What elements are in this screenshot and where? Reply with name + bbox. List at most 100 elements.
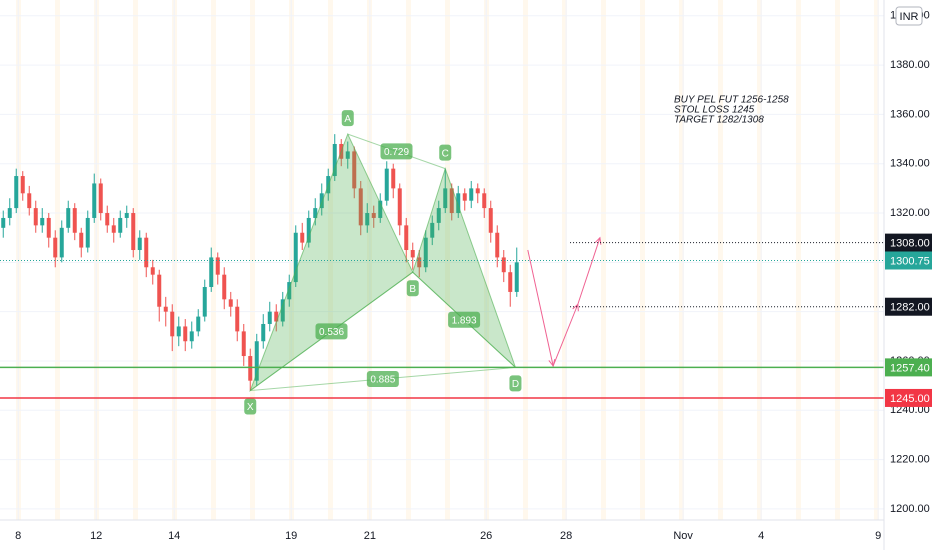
candle-body [215, 257, 220, 275]
candle-body [157, 274, 162, 307]
candle-body [293, 232, 298, 283]
candle-body [235, 306, 240, 332]
candle-body [111, 225, 116, 233]
candle-body [306, 217, 311, 243]
y-tick-label: 1320.00 [890, 207, 930, 219]
ratio-label: 0.729 [384, 147, 409, 158]
y-tick-label: 1220.00 [890, 453, 930, 465]
candle-body [66, 208, 71, 228]
candle-body [261, 323, 266, 342]
candle-body [313, 208, 318, 218]
candle-body [430, 222, 435, 238]
price-label: 1300.75 [890, 255, 930, 267]
candle-body [27, 193, 32, 209]
candle-body [501, 257, 506, 273]
candle-body [163, 306, 168, 312]
candle-body [144, 237, 149, 268]
candle-body [404, 225, 409, 251]
candle-body [514, 262, 519, 292]
ratio-badge [315, 323, 348, 340]
candle-body [228, 299, 233, 307]
overlays: 0.536 0.729 1.893 0.885 X A B C D [0, 110, 884, 415]
point-label: C [442, 148, 449, 159]
x-tick-label: 4 [758, 530, 764, 542]
candle-body [300, 232, 305, 243]
point-label: A [344, 114, 351, 125]
candle-body [92, 183, 97, 218]
x-tick-label: 19 [285, 530, 297, 542]
candle-body [59, 227, 64, 258]
candle-body [7, 208, 12, 218]
candle-body [475, 188, 480, 194]
candle-body [118, 217, 123, 233]
price-label-box [885, 358, 932, 377]
y-tick-label: 1360.00 [890, 108, 930, 120]
candle-body [280, 299, 285, 322]
candle-body [248, 356, 253, 381]
candle-body [423, 237, 428, 268]
candle-body [124, 213, 129, 218]
candle-body [254, 341, 259, 381]
ratio-badge [448, 311, 481, 328]
x-tick-label: Nov [673, 530, 693, 542]
point-badge [341, 110, 354, 127]
currency-button[interactable] [895, 6, 923, 26]
plot [1, 134, 519, 391]
candle-body [410, 250, 415, 258]
candle-body [40, 217, 45, 226]
x-tick-label: 14 [168, 530, 180, 542]
ratio-label: 0.536 [319, 327, 344, 338]
candle-body [176, 326, 181, 337]
point-badge [509, 375, 522, 392]
candle-body [85, 217, 90, 248]
candle-body [131, 213, 136, 251]
candle-body [33, 208, 38, 226]
candle-body [352, 151, 357, 189]
candle-body [53, 237, 58, 258]
candle-body [287, 282, 292, 300]
candle-body [274, 311, 279, 322]
candle-body [332, 143, 337, 177]
candle-body [358, 188, 363, 226]
candle-body [209, 257, 214, 287]
candle-body [14, 176, 19, 209]
x-tick-label: 12 [90, 530, 102, 542]
candle-body [345, 151, 350, 159]
candle-body [98, 183, 103, 214]
candle-body [105, 213, 110, 226]
candle-body [508, 272, 513, 292]
candle-body [456, 193, 461, 214]
x-tick-label: 8 [15, 530, 21, 542]
ratio-badge [366, 370, 399, 387]
candle-body [384, 168, 389, 201]
candle-body [79, 232, 84, 248]
candle-body [365, 213, 370, 226]
x-tick-label: 26 [480, 530, 492, 542]
candle-body [319, 193, 324, 209]
price-label-box [885, 251, 932, 270]
candle-body [20, 176, 25, 194]
candle-body [202, 286, 207, 317]
annotation: TARGET 1282/1308 [674, 115, 764, 126]
candle-body [183, 326, 188, 342]
candle-body [443, 188, 448, 209]
price-label: 1282.00 [890, 302, 930, 314]
x-tick-label: 21 [364, 530, 376, 542]
ratio-badge [380, 143, 413, 160]
candle-body [150, 267, 155, 275]
candle-body [189, 331, 194, 342]
candle-body [222, 274, 227, 300]
projection-arrowhead [572, 303, 579, 312]
candle-body [495, 232, 500, 258]
candle-body [469, 188, 474, 201]
candle-body [137, 237, 142, 251]
y-tick-label: 1200.00 [890, 503, 930, 515]
candle-body [417, 257, 422, 268]
ratio-label: 0.885 [370, 375, 395, 386]
candle-body [241, 331, 246, 357]
annotation: BUY PEL FUT 1256-1258 [674, 95, 789, 106]
price-label-box [885, 297, 932, 316]
candle-body [397, 188, 402, 226]
x-tick-label: 9 [875, 530, 881, 542]
point-badge [406, 280, 419, 297]
